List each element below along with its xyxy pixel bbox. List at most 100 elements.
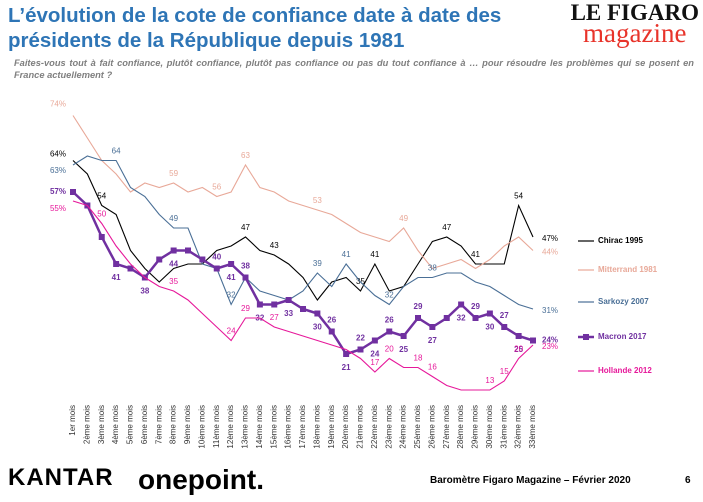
x-tick-label: 23ème mois bbox=[384, 405, 393, 449]
value-label: 30 bbox=[313, 323, 322, 332]
x-tick-label: 31ème mois bbox=[499, 405, 508, 449]
x-tick-label: 26ème mois bbox=[427, 405, 436, 449]
x-tick-label: 12ème mois bbox=[226, 405, 235, 449]
marker bbox=[429, 324, 436, 330]
value-label: 50 bbox=[97, 210, 106, 219]
title: L’évolution de la cote de confiance date… bbox=[8, 4, 502, 52]
x-tick-label: 14ème mois bbox=[255, 405, 264, 449]
x-tick-label: 27ème mois bbox=[442, 405, 451, 449]
x-tick-label: 8ème mois bbox=[169, 405, 178, 444]
marker bbox=[415, 315, 421, 321]
marker bbox=[515, 333, 522, 339]
value-label: 47 bbox=[241, 223, 250, 232]
marker bbox=[170, 247, 177, 254]
marker bbox=[228, 261, 235, 267]
value-label: 38 bbox=[428, 264, 437, 273]
value-label: 30 bbox=[485, 323, 494, 332]
x-tick-label: 16ème mois bbox=[284, 405, 293, 449]
x-tick-label: 4ème mois bbox=[111, 405, 120, 444]
value-label: 26 bbox=[327, 316, 336, 325]
value-label: 53 bbox=[313, 196, 322, 205]
marker bbox=[127, 265, 134, 272]
value-label: 54 bbox=[97, 192, 106, 201]
value-label: 64% bbox=[50, 150, 66, 159]
question: Faites-vous tout à fait confiance, plutô… bbox=[14, 58, 694, 80]
value-label: 41 bbox=[370, 250, 379, 259]
value-label: 63 bbox=[241, 151, 250, 160]
value-label: 32 bbox=[457, 314, 466, 323]
series-line bbox=[72, 115, 534, 270]
marker bbox=[501, 324, 508, 330]
value-label: 38 bbox=[140, 287, 149, 296]
value-label: 20 bbox=[385, 345, 394, 354]
marker bbox=[300, 306, 306, 312]
value-label: 18 bbox=[414, 354, 423, 363]
value-label: 56 bbox=[212, 183, 221, 192]
x-tick-label: 10ème mois bbox=[197, 405, 206, 449]
series-line bbox=[72, 155, 534, 310]
marker bbox=[185, 247, 191, 254]
value-label: 29 bbox=[241, 304, 250, 313]
marker bbox=[371, 337, 378, 344]
x-tick-label: 20ème mois bbox=[341, 405, 350, 449]
value-label: 41 bbox=[112, 273, 121, 282]
value-label: 57% bbox=[50, 187, 66, 196]
value-label: 41 bbox=[227, 273, 236, 282]
x-tick-label: 11ème mois bbox=[212, 405, 221, 448]
x-tick-label: 17ème mois bbox=[298, 405, 307, 449]
series-line bbox=[72, 191, 534, 356]
value-label: 47% bbox=[542, 234, 558, 243]
value-label: 41 bbox=[342, 250, 351, 259]
x-tick-label: 15ème mois bbox=[269, 405, 278, 449]
value-label: 27 bbox=[428, 336, 437, 345]
marker bbox=[285, 297, 292, 303]
value-label: 64 bbox=[112, 147, 121, 156]
value-label: 23% bbox=[542, 342, 558, 351]
marker bbox=[328, 328, 335, 335]
figaro-logo: LE FIGARO magazine bbox=[570, 0, 699, 47]
x-tick-label: 18ème mois bbox=[312, 405, 321, 449]
x-tick-label: 33ème mois bbox=[528, 405, 537, 449]
value-label: 49 bbox=[169, 214, 178, 223]
value-label: 24 bbox=[370, 350, 379, 359]
legend-label: Hollande 2012 bbox=[598, 366, 652, 375]
value-label: 55% bbox=[50, 204, 66, 213]
value-label: 16 bbox=[428, 363, 437, 372]
x-tick-label: 21ème mois bbox=[356, 405, 365, 449]
x-tick-label: 3ème mois bbox=[97, 405, 106, 444]
legend-label: Mitterrand 1981 bbox=[598, 265, 658, 274]
x-tick-label: 25ème mois bbox=[413, 405, 422, 449]
value-label: 24 bbox=[227, 327, 236, 336]
value-label: 32 bbox=[227, 291, 236, 300]
value-label: 17 bbox=[370, 358, 379, 367]
legend-marker bbox=[583, 334, 589, 340]
value-label: 21 bbox=[342, 363, 351, 372]
marker bbox=[472, 315, 479, 321]
value-label: 33 bbox=[284, 309, 293, 318]
source: Baromètre Figaro Magazine – Février 2020 bbox=[430, 475, 631, 486]
marker bbox=[242, 274, 249, 281]
value-label: 32 bbox=[385, 291, 394, 300]
x-tick-label: 13ème mois bbox=[241, 405, 250, 449]
value-label: 25 bbox=[514, 345, 523, 354]
x-tick-label: 22ème mois bbox=[370, 405, 379, 449]
x-tick-label: 5ème mois bbox=[126, 405, 135, 444]
value-label: 20 bbox=[514, 345, 523, 354]
value-label: 39 bbox=[313, 259, 322, 268]
value-label: 59 bbox=[169, 169, 178, 178]
value-label: 63% bbox=[50, 166, 66, 175]
marker bbox=[314, 310, 321, 317]
page-number: 6 bbox=[685, 475, 691, 486]
marker bbox=[98, 234, 105, 240]
x-tick-label: 7ème mois bbox=[154, 405, 163, 444]
logo-top: LE FIGARO bbox=[570, 0, 699, 25]
legend-label: Sarkozy 2007 bbox=[598, 297, 649, 306]
value-label: 22 bbox=[356, 334, 365, 343]
value-label: 35 bbox=[169, 277, 178, 286]
value-label: 27 bbox=[270, 313, 279, 322]
value-label: 29 bbox=[414, 302, 423, 311]
value-label: 25 bbox=[399, 345, 408, 354]
x-tick-label: 9ème mois bbox=[183, 405, 192, 444]
series-line bbox=[72, 200, 534, 391]
